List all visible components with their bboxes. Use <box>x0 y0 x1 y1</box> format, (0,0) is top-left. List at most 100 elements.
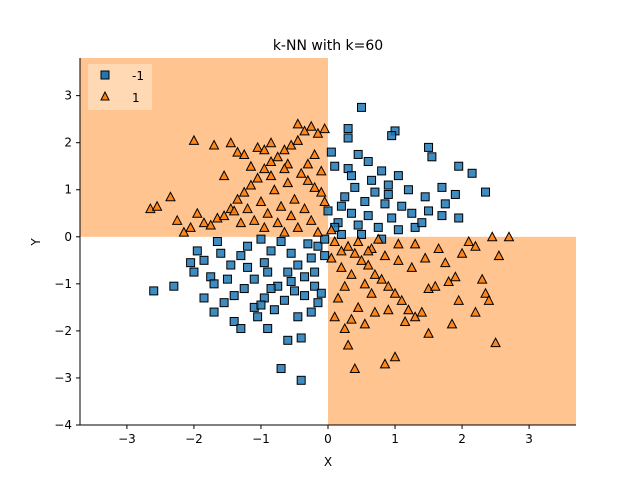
point-class-pos <box>446 318 458 329</box>
point-class-pos <box>332 292 344 303</box>
point-class-neg <box>199 255 209 265</box>
point-class-pos <box>339 280 351 291</box>
legend-label-pos: 1 <box>132 91 140 105</box>
point-class-pos <box>218 170 230 181</box>
point-class-pos <box>218 210 230 221</box>
point-class-pos <box>423 327 434 338</box>
point-class-neg <box>410 222 420 232</box>
point-class-pos <box>305 120 317 131</box>
point-class-neg <box>289 286 299 296</box>
point-class-neg <box>266 284 276 294</box>
point-class-neg <box>360 197 370 207</box>
point-class-pos <box>269 184 280 195</box>
point-class-pos <box>342 240 354 251</box>
point-class-neg <box>276 364 286 374</box>
point-class-neg <box>323 206 333 216</box>
point-class-pos <box>309 181 320 192</box>
y-tick-label: −4 <box>54 418 72 432</box>
point-class-neg <box>263 267 273 277</box>
point-class-pos <box>369 268 381 279</box>
point-class-neg <box>209 279 219 289</box>
point-class-neg <box>186 258 196 268</box>
point-class-neg <box>216 248 226 258</box>
point-class-pos <box>356 254 367 265</box>
point-class-neg <box>467 168 477 178</box>
point-class-pos <box>379 358 391 369</box>
legend-marker-neg <box>100 70 110 80</box>
y-tick-label: −1 <box>54 277 72 291</box>
point-class-neg <box>276 237 286 246</box>
point-class-pos <box>305 214 317 225</box>
point-class-pos <box>326 252 337 263</box>
point-class-pos <box>362 259 374 270</box>
point-class-pos <box>279 163 290 174</box>
point-class-neg <box>189 267 199 277</box>
point-class-pos <box>406 261 418 272</box>
point-class-neg <box>454 213 464 223</box>
point-class-pos <box>151 200 163 211</box>
point-class-neg <box>243 241 253 251</box>
point-class-neg <box>427 152 437 162</box>
point-class-pos <box>228 205 240 216</box>
point-class-neg <box>293 312 303 322</box>
point-class-pos <box>262 207 274 218</box>
point-class-pos <box>349 247 361 258</box>
point-class-neg <box>283 335 293 345</box>
point-class-pos <box>245 179 257 190</box>
y-axis-label: Y <box>29 238 43 247</box>
point-class-neg <box>346 208 356 218</box>
point-class-neg <box>350 182 360 192</box>
point-class-pos <box>433 242 444 254</box>
point-class-neg <box>236 251 246 261</box>
point-class-pos <box>295 167 307 178</box>
point-class-pos <box>389 351 401 362</box>
y-tick-label: 3 <box>64 89 72 103</box>
point-class-neg <box>330 161 340 171</box>
point-class-pos <box>205 219 217 230</box>
point-class-neg <box>320 234 330 244</box>
y-tick-label: 1 <box>64 183 72 197</box>
x-tick-label: 3 <box>525 432 533 446</box>
point-class-neg <box>353 149 363 159</box>
point-class-neg <box>212 237 222 246</box>
point-class-pos <box>486 231 498 242</box>
point-class-neg <box>313 298 323 308</box>
point-class-neg <box>403 185 413 195</box>
point-class-neg <box>226 260 236 270</box>
point-class-pos <box>346 313 357 324</box>
point-class-pos <box>419 252 431 263</box>
point-class-neg <box>266 246 276 256</box>
x-tick-label: −2 <box>185 432 203 446</box>
point-class-pos <box>185 221 196 232</box>
point-class-neg <box>440 199 450 209</box>
point-class-pos <box>248 214 260 225</box>
point-class-neg <box>243 262 253 272</box>
point-class-neg <box>306 253 316 263</box>
legend-label-neg: -1 <box>132 69 144 83</box>
point-class-pos <box>258 221 270 232</box>
point-class-neg <box>336 229 346 239</box>
data-points <box>145 102 515 385</box>
point-class-neg <box>283 267 293 277</box>
point-class-pos <box>429 280 441 291</box>
point-class-neg <box>437 211 447 221</box>
point-class-pos <box>346 268 357 279</box>
point-class-pos <box>255 195 267 207</box>
point-class-neg <box>296 333 306 343</box>
point-class-pos <box>208 139 220 150</box>
x-tick-label: 1 <box>391 432 399 446</box>
point-class-pos <box>265 170 277 181</box>
point-class-neg <box>387 213 397 223</box>
point-class-neg <box>316 288 326 298</box>
y-tick-label: −3 <box>54 371 72 385</box>
point-class-neg <box>424 206 434 216</box>
point-class-neg <box>256 300 266 310</box>
point-class-pos <box>372 233 384 244</box>
x-tick-label: 0 <box>324 432 332 446</box>
point-class-pos <box>352 235 364 246</box>
point-class-pos <box>336 261 347 272</box>
point-class-neg <box>263 324 273 334</box>
point-class-pos <box>359 278 371 289</box>
point-class-pos <box>252 141 263 152</box>
